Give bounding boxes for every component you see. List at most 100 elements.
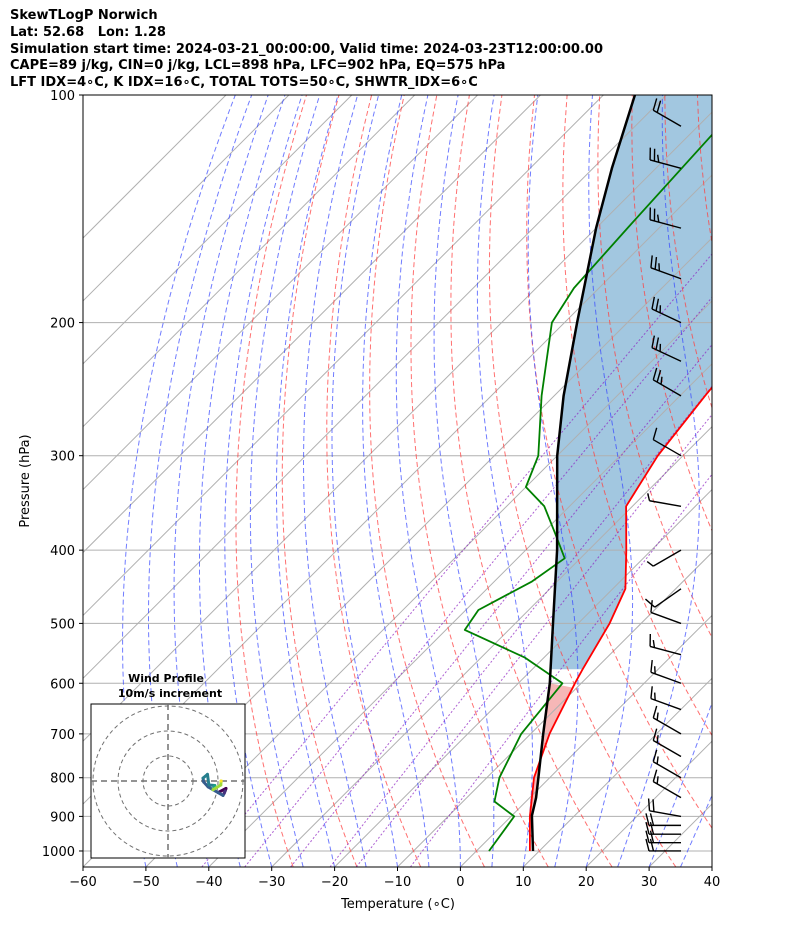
wind-barb <box>652 769 682 799</box>
isotherm-line <box>83 95 478 491</box>
dry-adiabat <box>410 95 549 867</box>
hodograph-ring <box>117 730 219 832</box>
wind-barb <box>647 798 682 818</box>
wind-barb <box>645 813 681 827</box>
dry-adiabat <box>763 95 794 867</box>
moist-adiabat <box>249 95 321 867</box>
y-axis-title: Pressure (hPa) <box>18 434 33 527</box>
moist-adiabat <box>395 95 461 867</box>
x-tick-label: 20 <box>578 875 595 890</box>
isotherm-line <box>334 488 712 867</box>
isotherm-line <box>83 95 353 365</box>
dry-adiabat <box>730 95 794 867</box>
chart-header: SkewTLogP Norwich Lat: 52.68 Lon: 1.28 S… <box>10 8 603 92</box>
wind-barb <box>652 705 682 735</box>
moist-adiabat <box>224 95 303 867</box>
wind-barb <box>646 549 682 567</box>
hodograph-segment <box>211 783 223 792</box>
x-tick-label: 30 <box>641 875 658 890</box>
isotherm-line <box>83 95 416 428</box>
y-tick-label: 400 <box>50 544 75 559</box>
isotherm-line <box>397 551 712 867</box>
cape-fill <box>550 95 712 670</box>
x-tick-label: −40 <box>195 875 222 890</box>
wind-barb <box>650 255 682 280</box>
wind-barb <box>651 296 682 324</box>
mixing-ratio-line <box>329 385 712 867</box>
moist-adiabat <box>775 95 794 867</box>
dry-adiabat <box>235 95 307 867</box>
isotherm-line <box>83 95 290 302</box>
wind-barb <box>644 588 682 608</box>
y-tick-label: 100 <box>50 89 75 104</box>
x-axis: −60 −50 −40 −30 −20 −10 0 10 20 30 40 <box>69 867 720 890</box>
isotherm-line <box>83 95 541 554</box>
isotherm-line <box>83 111 712 742</box>
x-tick-label: 0 <box>456 875 464 890</box>
profile-lines <box>463 95 712 852</box>
x-axis-title: Temperature (∘C) <box>340 897 455 912</box>
moist-adiabat <box>199 95 286 867</box>
x-tick-label: −50 <box>132 875 159 890</box>
moist-adiabat <box>527 95 579 867</box>
moist-adiabat <box>331 95 398 867</box>
x-tick-label: −60 <box>69 875 96 890</box>
wind-barb <box>652 728 682 758</box>
moist-adiabat <box>680 794 712 867</box>
wind-barb <box>645 821 681 835</box>
isotherm-line <box>83 95 227 239</box>
moist-adiabat <box>276 95 339 867</box>
wind-barb <box>645 830 681 844</box>
isotherm-line <box>83 95 604 617</box>
wind-barb <box>652 427 682 457</box>
wind-barb <box>651 335 682 362</box>
y-tick-label: 200 <box>50 317 75 332</box>
inset-subtitle: 10m/s increment <box>118 687 222 700</box>
isotherm-line <box>522 677 712 867</box>
indices-line-1: CAPE=89 j/kg, CIN=0 j/kg, LCL=898 hPa, L… <box>10 58 506 74</box>
dry-adiabat <box>369 95 485 867</box>
moist-adiabat <box>433 95 495 867</box>
moist-adiabat <box>585 95 634 867</box>
isotherm-line <box>145 300 712 867</box>
x-tick-label: −10 <box>384 875 411 890</box>
mixing-ratio-line <box>244 296 712 867</box>
wind-barb <box>650 686 682 711</box>
dry-adiabat <box>488 95 677 867</box>
times-line: Simulation start time: 2024-03-21_00:00:… <box>10 41 603 57</box>
chart-title: SkewTLogP Norwich <box>10 8 158 23</box>
x-tick-label: −20 <box>321 875 348 890</box>
wind-barb <box>652 367 682 397</box>
parcel-line <box>530 95 637 852</box>
isotherm-line <box>271 425 712 867</box>
dry-adiabat <box>562 95 712 737</box>
dry-adiabat <box>326 95 422 867</box>
y-tick-label: 700 <box>50 728 75 743</box>
moist-adiabat <box>744 95 794 867</box>
y-tick-label: 800 <box>50 772 75 787</box>
wind-barb <box>647 493 682 507</box>
moist-adiabat <box>362 95 430 867</box>
moist-adiabat <box>303 95 367 867</box>
x-tick-label: 10 <box>515 875 532 890</box>
mixing-ratio-line <box>409 473 712 867</box>
x-tick-label: 40 <box>704 875 721 890</box>
wind-barb <box>652 749 682 779</box>
moist-adiabat <box>648 701 712 867</box>
y-tick-label: 600 <box>50 677 75 692</box>
wind-barb <box>645 838 681 852</box>
moist-adiabat <box>617 95 700 867</box>
moist-adiabat <box>476 95 533 867</box>
adiabat-lines <box>122 95 794 867</box>
isotherm-line <box>83 95 667 680</box>
wind-barb <box>650 600 682 625</box>
dry-adiabat <box>597 95 712 639</box>
hodograph-segment <box>205 772 211 787</box>
wind-barb <box>649 147 682 169</box>
wind-profile-inset: Wind Profile 10m/s increment <box>90 672 246 859</box>
indices-line-2: LFT IDX=4∘C, K IDX=16∘C, TOTAL TOTS=50∘C… <box>10 75 478 91</box>
mixing-ratio-line <box>290 343 712 867</box>
dry-adiabat <box>450 95 613 867</box>
wind-barbs <box>644 98 682 852</box>
